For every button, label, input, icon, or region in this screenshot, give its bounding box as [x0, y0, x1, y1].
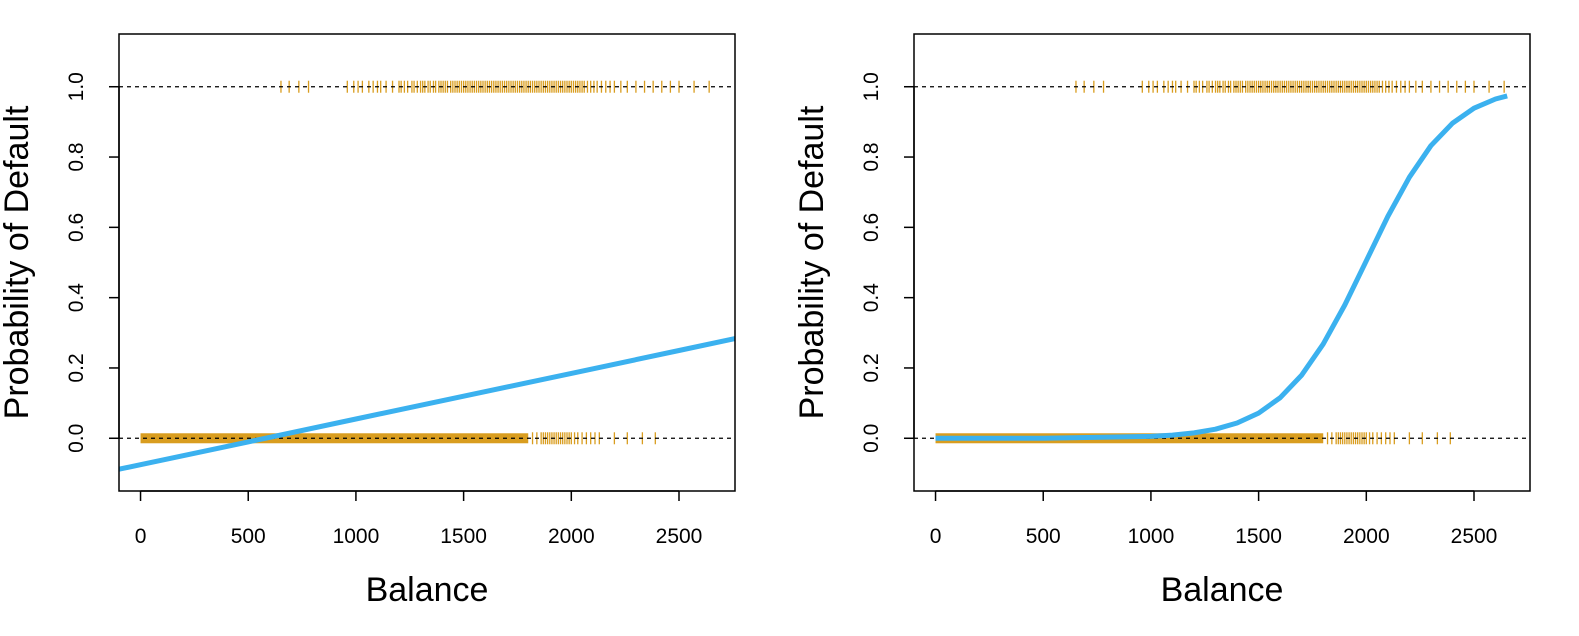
- y-tick-label: 0.0: [860, 424, 883, 453]
- x-tick-label: 500: [231, 525, 266, 548]
- plot-area: [119, 80, 735, 472]
- y-tick-label: 0.4: [65, 283, 88, 313]
- y-tick-label: 0.8: [65, 142, 88, 171]
- x-axis-title: Balance: [1161, 571, 1284, 609]
- y-tick-label: 0.6: [860, 213, 883, 242]
- rug-band-default-no: [140, 433, 529, 444]
- y-tick-label: 1.0: [860, 72, 883, 101]
- y-tick-label: 0.8: [860, 142, 883, 171]
- y-tick-label: 0.0: [65, 424, 88, 453]
- y-tick-label: 0.4: [860, 283, 883, 313]
- x-tick-label: 0: [135, 525, 147, 548]
- y-axis-title: Probability of Default: [0, 105, 36, 419]
- x-tick-label: 1500: [440, 525, 487, 548]
- logistic-regression-panel: 0 500 1000 1500 2000 2500 0.0 0.2 0.4 0.6 0.8 1.0 Ba…: [793, 33, 1531, 609]
- y-tick-label: 0.2: [65, 353, 88, 382]
- plot-frame: [118, 33, 736, 492]
- y-tick-label: 0.2: [860, 353, 883, 382]
- x-tick-label: 0: [930, 525, 942, 548]
- x-tick-label: 1000: [333, 525, 380, 548]
- plot-area: [914, 80, 1530, 445]
- plot-frame: [913, 33, 1531, 492]
- x-tick-label: 2000: [548, 525, 595, 548]
- linear-fit-line: [119, 336, 735, 472]
- x-tick-label: 1000: [1128, 525, 1175, 548]
- y-tick-label: 0.6: [65, 213, 88, 242]
- logistic-fit-line: [935, 93, 1508, 441]
- x-axis-title: Balance: [366, 571, 489, 609]
- x-tick-label: 2500: [1451, 525, 1498, 548]
- y-tick-label: 1.0: [65, 72, 88, 101]
- linear-regression-panel: 0 500 1000 1500 2000 2500 0.0 0.2 0.4 0.6 0.8 1.0 Ba…: [0, 33, 736, 609]
- x-tick-label: 2500: [656, 525, 703, 548]
- x-tick-label: 2000: [1343, 525, 1390, 548]
- x-tick-label: 1500: [1235, 525, 1282, 548]
- y-axis-title: Probability of Default: [793, 105, 831, 419]
- x-tick-label: 500: [1026, 525, 1061, 548]
